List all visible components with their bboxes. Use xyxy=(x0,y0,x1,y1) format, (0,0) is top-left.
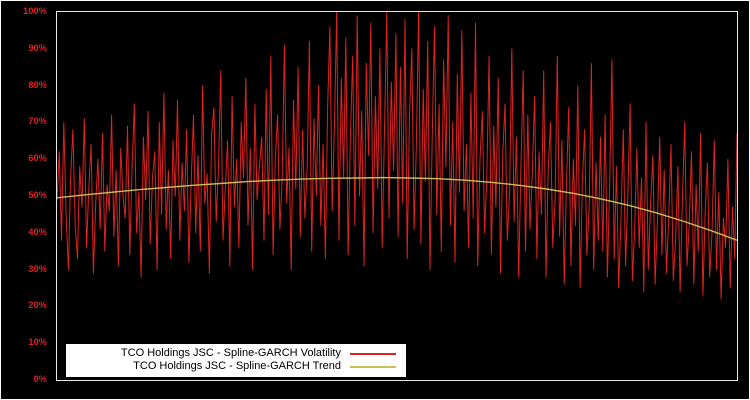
legend-label-volatility: TCO Holdings JSC - Spline-GARCH Volatili… xyxy=(120,347,341,359)
trend-series-line xyxy=(57,176,737,241)
plot-area xyxy=(56,11,738,381)
legend-label-trend: TCO Holdings JSC - Spline-GARCH Trend xyxy=(133,360,341,372)
y-axis: 0% 10% 20% 30% 40% 50% 60% 70% 80% 90% 100% xyxy=(1,1,53,399)
volatility-series-line xyxy=(57,12,737,300)
y-axis-tick-label: 30% xyxy=(28,263,47,274)
y-axis-tick-label: 20% xyxy=(28,300,47,311)
legend-row-trend: TCO Holdings JSC - Spline-GARCH Trend xyxy=(74,360,398,373)
y-axis-tick-label: 90% xyxy=(28,42,47,53)
legend-line-sample-trend xyxy=(350,365,396,368)
y-axis-tick-label: 0% xyxy=(33,374,47,384)
chart-canvas xyxy=(57,12,737,300)
y-axis-tick-label: 100% xyxy=(23,6,47,16)
legend-line-sample-volatility xyxy=(350,352,396,355)
y-axis-tick-label: 80% xyxy=(28,79,47,90)
legend: TCO Holdings JSC - Spline-GARCH Volatili… xyxy=(66,344,406,377)
y-axis-tick-label: 70% xyxy=(28,116,47,127)
y-axis-tick-label: 40% xyxy=(28,226,47,237)
y-axis-tick-label: 60% xyxy=(28,153,47,164)
legend-row-volatility: TCO Holdings JSC - Spline-GARCH Volatili… xyxy=(74,347,398,360)
y-axis-tick-label: 50% xyxy=(28,190,47,200)
y-axis-tick-label: 10% xyxy=(28,337,47,348)
